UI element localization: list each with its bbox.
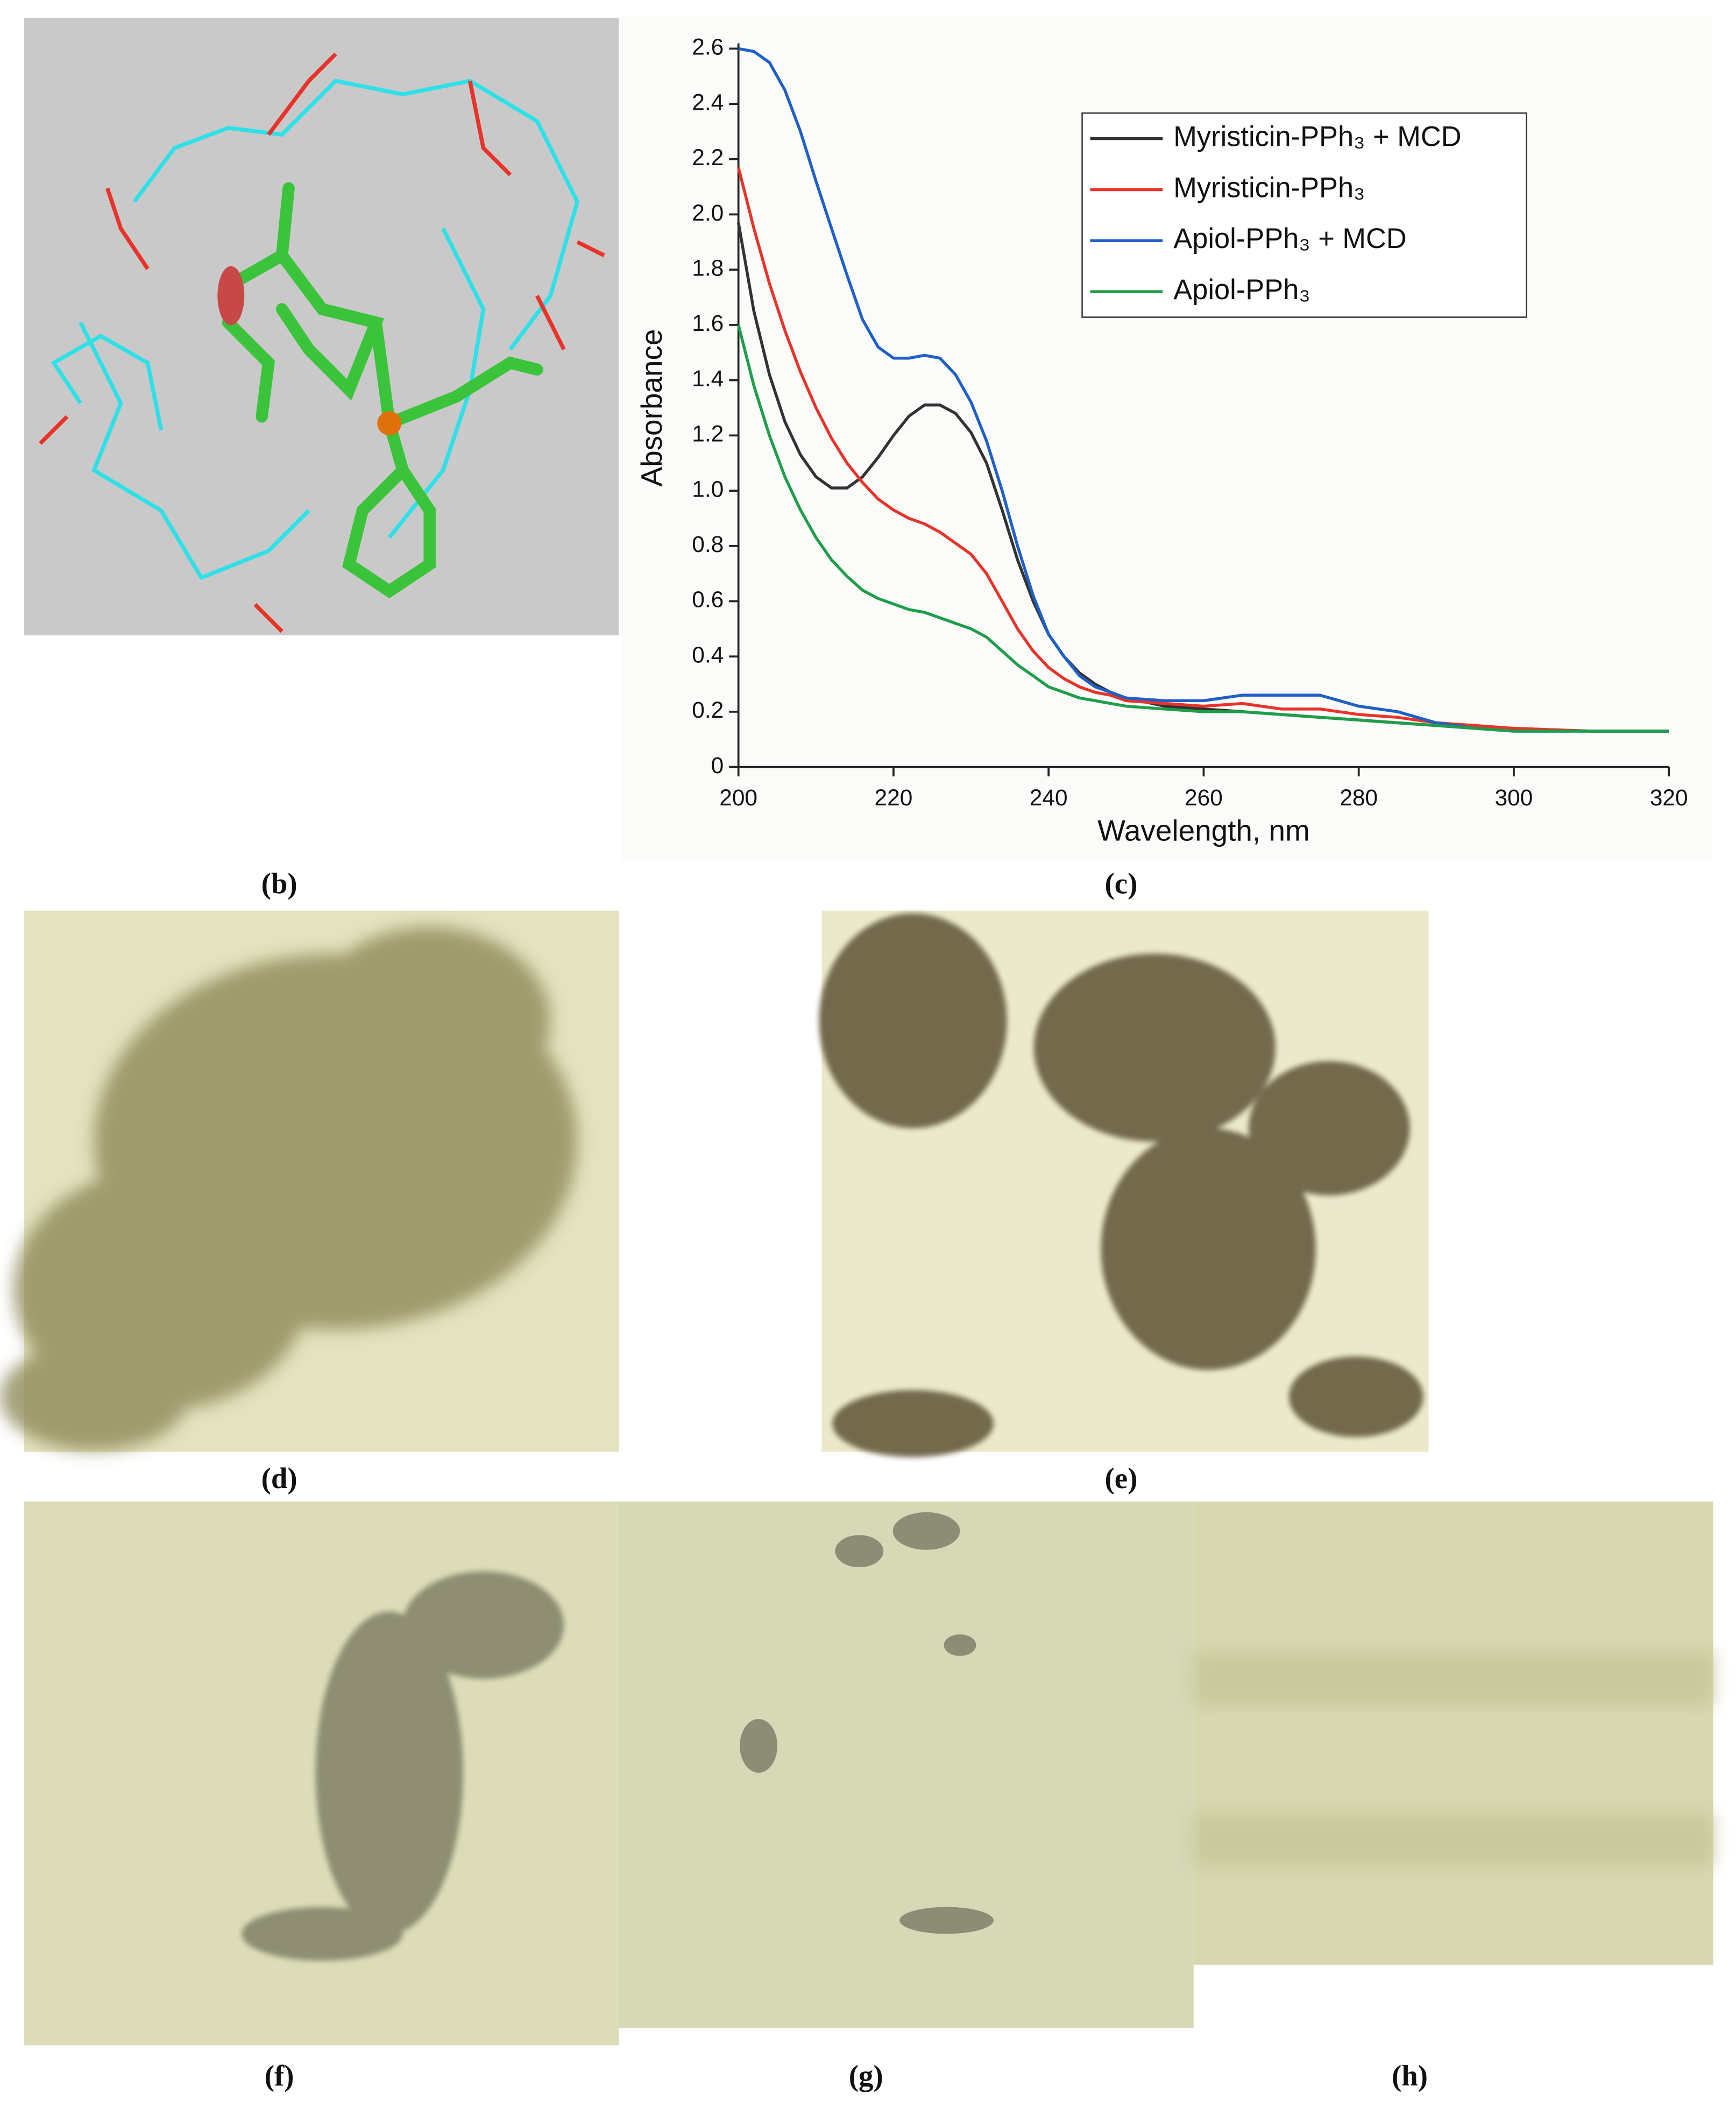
y-tick-label: 2.2 [692,145,724,170]
panel-label: (g) [849,2059,883,2092]
x-tick-label: 280 [1340,785,1378,810]
data-line [736,167,1669,733]
y-tick-label: 1.2 [692,421,724,447]
panel-label: (d) [261,1462,297,1495]
y-tick-label: 1.4 [692,366,724,391]
legend-label: Myristicin-PPh₃ [1173,172,1365,203]
y-tick-label: 2.6 [692,34,724,60]
y-axis-label: Absorbance [635,329,668,487]
y-tick-label: 0 [711,753,724,778]
panel-label: (c) [1104,867,1137,900]
y-tick-label: 1.6 [692,310,724,336]
micrograph-h [1193,1501,1713,1965]
y-tick-label: 0.4 [692,642,724,667]
micrograph-g [619,1501,1194,2028]
x-tick-label: 260 [1185,785,1223,810]
y-tick-label: 0.8 [692,532,724,557]
legend-label: Myristicin-PPh₃ + MCD [1173,121,1461,152]
x-tick-label: 320 [1650,785,1688,810]
y-tick-label: 1.0 [692,476,724,501]
panel-label: (b) [261,867,297,900]
micrograph-e [819,910,1429,1457]
panel-label: (f) [265,2059,294,2092]
y-tick-label: 0.6 [692,587,724,612]
legend-label: Apiol-PPh₃ [1173,274,1310,306]
legend-label: Apiol-PPh₃ + MCD [1173,223,1406,254]
x-axis-label: Wavelength, nm [1097,813,1310,847]
y-tick-label: 2.4 [692,89,724,115]
chart: 0 0.2 0.4 0.6 0.8 1.0 1.2 1.4 1.6 1.8 2.0 2.2 2.4 2.6… [635,34,1688,847]
micrograph-d [0,910,619,1452]
y-tick-label: 0.2 [692,697,724,723]
x-tick-label: 240 [1030,785,1068,810]
x-tick-label: 200 [719,785,757,810]
molecule-image [24,18,619,636]
x-tick-label: 220 [875,785,913,810]
micrograph-f [24,1501,619,2046]
y-tick-label: 2.0 [692,200,724,225]
panel-label: (h) [1392,2059,1428,2092]
x-tick-label: 300 [1495,785,1533,810]
data-line [736,324,1669,733]
legend-box [1081,112,1527,318]
data-line [738,47,1669,733]
y-tick-label: 1.8 [692,255,724,280]
panel-label: (e) [1104,1462,1137,1495]
